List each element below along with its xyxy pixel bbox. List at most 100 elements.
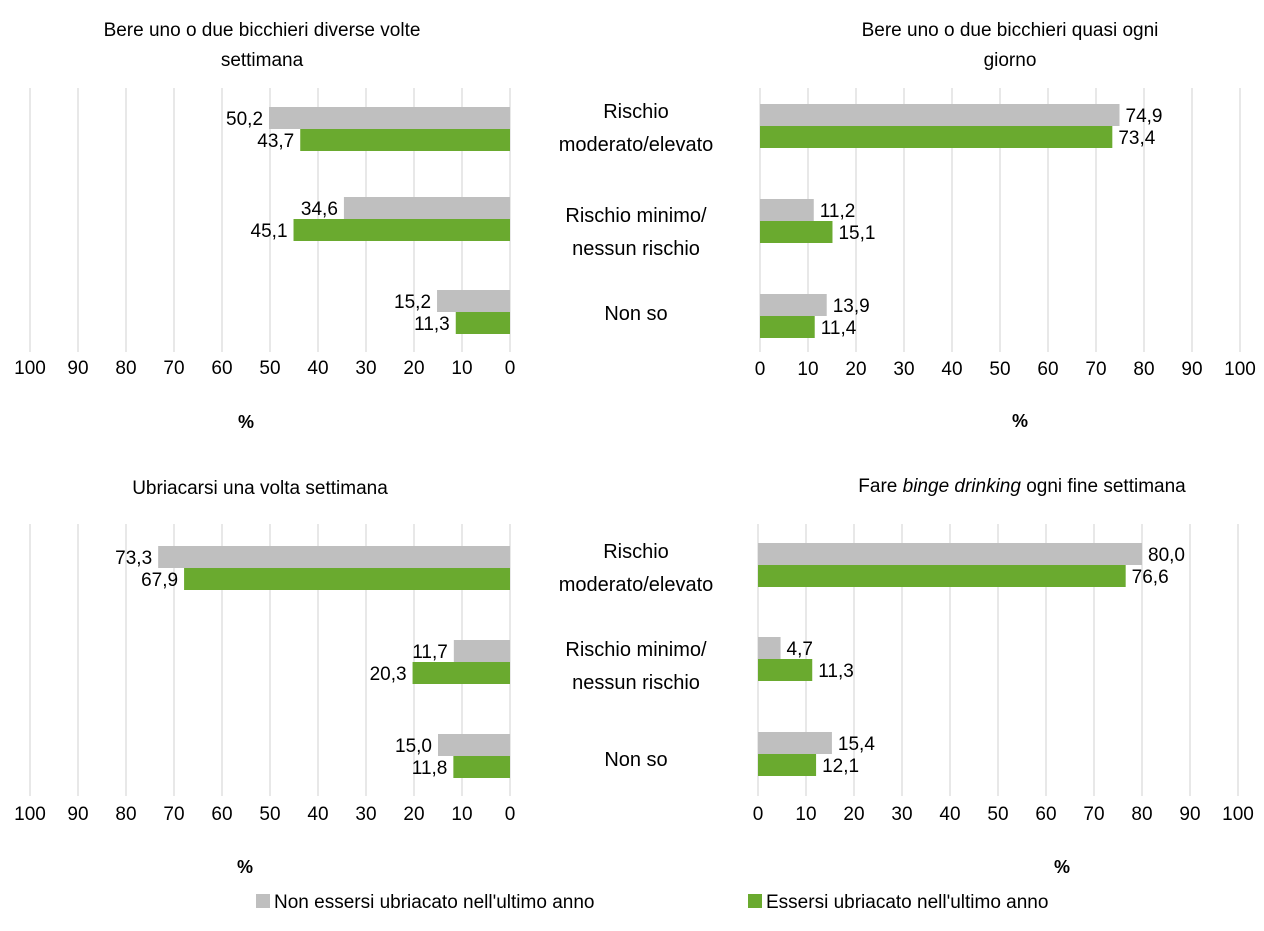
bar	[158, 546, 510, 568]
bar	[760, 199, 814, 221]
data-label: 15,1	[838, 223, 875, 244]
bar	[760, 221, 833, 243]
tick-label: 50	[987, 804, 1008, 825]
panel-title: Bere uno o due bicchieri quasi ogni	[862, 20, 1159, 41]
data-label: 76,6	[1132, 567, 1169, 588]
tick-label: 80	[1133, 359, 1154, 380]
tick-label: 100	[1224, 359, 1256, 380]
panel-title: Ubriacarsi una volta settimana	[132, 478, 388, 499]
data-label: 20,3	[370, 664, 407, 685]
tick-label: 90	[1179, 804, 1200, 825]
bar	[269, 107, 510, 129]
axis-label: %	[1054, 857, 1070, 877]
data-label: 67,9	[141, 570, 178, 591]
tick-label: 10	[451, 804, 472, 825]
tick-label: 70	[1085, 359, 1106, 380]
data-label: 50,2	[226, 109, 263, 130]
tick-label: 60	[1037, 359, 1058, 380]
data-label: 15,4	[838, 734, 875, 755]
tick-label: 80	[1131, 804, 1152, 825]
tick-label: 40	[941, 359, 962, 380]
tick-label: 50	[259, 804, 280, 825]
tick-label: 0	[505, 804, 516, 825]
panel-1: Bere uno o due bicchieri diverse volte se…	[14, 20, 515, 432]
bar	[760, 104, 1120, 126]
tick-label: 0	[753, 804, 764, 825]
tick-label: 20	[843, 804, 864, 825]
tick-label: 100	[14, 804, 46, 825]
legend-swatch	[256, 894, 270, 908]
panel-title: giorno	[984, 50, 1037, 71]
data-label: 45,1	[251, 221, 288, 242]
category-label: Rischio	[603, 101, 669, 123]
data-label: 11,3	[818, 661, 854, 682]
tick-label: 20	[403, 804, 424, 825]
bar	[758, 637, 781, 659]
tick-label: 10	[451, 358, 472, 379]
axis-label: %	[1012, 411, 1028, 431]
bar	[455, 312, 510, 334]
bar	[758, 659, 813, 681]
tick-label: 60	[211, 358, 232, 379]
tick-label: 80	[115, 804, 136, 825]
bar	[343, 197, 510, 219]
data-label: 11,7	[412, 642, 448, 663]
data-label: 80,0	[1148, 545, 1185, 566]
tick-label: 50	[989, 359, 1010, 380]
tick-label: 40	[307, 358, 328, 379]
data-label: 15,2	[394, 292, 431, 313]
tick-label: 20	[845, 359, 866, 380]
tick-label: 0	[755, 359, 766, 380]
tick-label: 40	[307, 804, 328, 825]
tick-label: 100	[1222, 804, 1254, 825]
panel-title: Bere uno o due bicchieri diverse volte	[104, 20, 421, 41]
tick-label: 90	[1181, 359, 1202, 380]
panel-title: settimana	[221, 50, 304, 71]
bar	[453, 756, 510, 778]
data-label: 73,3	[115, 548, 152, 569]
panel-4: Fare binge drinking ogni fine settimana 8…	[753, 476, 1254, 877]
category-label: Non so	[604, 749, 667, 771]
legend-label: Non essersi ubriacato nell'ultimo anno	[274, 892, 594, 913]
category-label: nessun rischio	[572, 672, 700, 694]
tick-label: 30	[891, 804, 912, 825]
data-label: 12,1	[822, 756, 859, 777]
panel-2: Bere uno o due bicchieri quasi ogni giorn…	[755, 20, 1256, 431]
data-label: 11,4	[821, 318, 857, 339]
bar	[760, 126, 1113, 148]
bar	[758, 543, 1142, 565]
tick-label: 10	[797, 359, 818, 380]
tick-label: 80	[115, 358, 136, 379]
bar	[184, 568, 510, 590]
bar	[760, 316, 815, 338]
tick-label: 50	[259, 358, 280, 379]
data-label: 74,9	[1126, 106, 1163, 127]
category-label: nessun rischio	[572, 238, 700, 260]
category-label: Rischio minimo/	[565, 205, 707, 227]
tick-label: 70	[163, 804, 184, 825]
data-label: 43,7	[257, 131, 294, 152]
tick-label: 70	[1083, 804, 1104, 825]
data-label: 73,4	[1118, 128, 1155, 149]
bar	[760, 294, 827, 316]
tick-label: 0	[505, 358, 516, 379]
bar	[293, 219, 510, 241]
tick-label: 70	[163, 358, 184, 379]
tick-label: 20	[403, 358, 424, 379]
tick-label: 40	[939, 804, 960, 825]
bar	[758, 754, 817, 776]
category-label: Rischio minimo/	[565, 639, 707, 661]
tick-label: 60	[1035, 804, 1056, 825]
tick-label: 90	[67, 358, 88, 379]
bar	[758, 565, 1126, 587]
category-label: Non so	[604, 303, 667, 325]
tick-label: 30	[355, 358, 376, 379]
legend-swatch	[748, 894, 762, 908]
axis-label: %	[237, 857, 253, 877]
bar	[437, 290, 510, 312]
bar	[453, 640, 510, 662]
panel-3: Ubriacarsi una volta settimana 73,3 11,7 15…	[14, 478, 515, 877]
bar	[300, 129, 510, 151]
